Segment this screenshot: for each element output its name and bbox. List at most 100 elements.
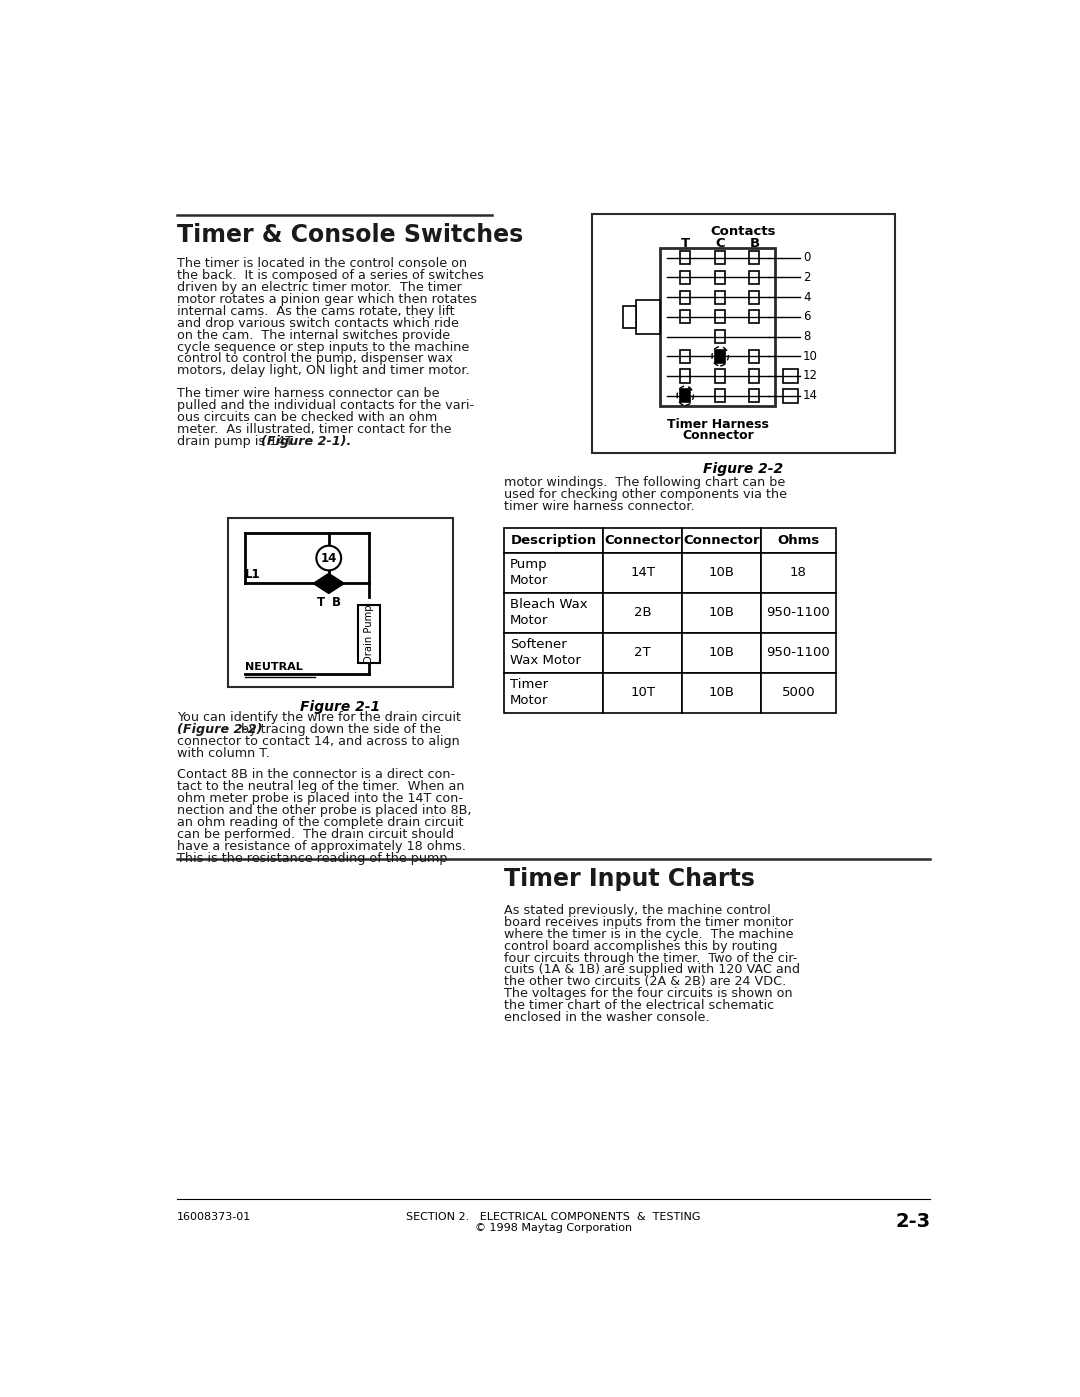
Text: The timer is located in the control console on: The timer is located in the control cons… — [177, 257, 467, 270]
Polygon shape — [323, 576, 335, 591]
Bar — [683, 592, 761, 633]
Text: Figure 2-2: Figure 2-2 — [703, 462, 783, 476]
Text: 2B: 2B — [634, 606, 651, 619]
Text: timer wire harness connector.: timer wire harness connector. — [504, 500, 694, 513]
Text: 18: 18 — [789, 566, 807, 580]
Bar — [683, 673, 761, 712]
Circle shape — [316, 546, 341, 570]
Bar — [715, 330, 725, 344]
Text: internal cams.  As the cams rotate, they lift: internal cams. As the cams rotate, they … — [177, 305, 455, 317]
Bar — [504, 673, 603, 712]
Text: 10B: 10B — [708, 686, 734, 700]
Bar — [680, 349, 690, 363]
Bar — [750, 271, 759, 284]
Bar — [680, 271, 690, 284]
Text: 14: 14 — [804, 390, 818, 402]
Bar — [603, 553, 683, 592]
Bar — [680, 390, 690, 402]
Bar — [715, 369, 725, 383]
Bar — [661, 247, 775, 405]
Bar — [761, 592, 836, 633]
Text: 2-3: 2-3 — [895, 1211, 930, 1231]
Bar — [603, 528, 683, 553]
Text: board receives inputs from the timer monitor: board receives inputs from the timer mon… — [504, 915, 793, 929]
Text: by tracing down the side of the: by tracing down the side of the — [237, 724, 441, 736]
Bar — [228, 518, 453, 687]
Text: Timer Harness: Timer Harness — [666, 418, 769, 430]
Text: Timer Input Charts: Timer Input Charts — [504, 866, 755, 891]
Bar — [715, 390, 725, 402]
Bar — [603, 633, 683, 673]
Bar — [504, 553, 603, 592]
Bar — [603, 592, 683, 633]
Text: As stated previously, the machine control: As stated previously, the machine contro… — [504, 904, 771, 916]
Bar — [680, 291, 690, 303]
Bar — [750, 349, 759, 363]
Text: 10T: 10T — [630, 686, 656, 700]
Text: motor windings.  The following chart can be: motor windings. The following chart can … — [504, 475, 785, 489]
Text: Contacts: Contacts — [711, 225, 777, 237]
Text: B: B — [332, 595, 341, 609]
Text: Description: Description — [511, 534, 596, 546]
Text: ous circuits can be checked with an ohm: ous circuits can be checked with an ohm — [177, 411, 437, 423]
Polygon shape — [313, 573, 328, 594]
Bar — [715, 291, 725, 303]
Bar — [603, 673, 683, 712]
Text: ohm meter probe is placed into the 14T con-: ohm meter probe is placed into the 14T c… — [177, 792, 463, 805]
Text: tact to the neutral leg of the timer.  When an: tact to the neutral leg of the timer. Wh… — [177, 780, 464, 793]
Text: 10B: 10B — [708, 647, 734, 659]
Bar — [683, 553, 761, 592]
Bar — [761, 528, 836, 553]
Bar — [636, 300, 661, 334]
Text: where the timer is in the cycle.  The machine: where the timer is in the cycle. The mac… — [504, 928, 794, 940]
Text: Ohms: Ohms — [778, 534, 820, 546]
Text: SECTION 2.   ELECTRICAL COMPONENTS  &  TESTING: SECTION 2. ELECTRICAL COMPONENTS & TESTI… — [406, 1211, 701, 1222]
Text: 12: 12 — [804, 369, 818, 383]
Text: The timer wire harness connector can be: The timer wire harness connector can be — [177, 387, 440, 400]
Text: 5000: 5000 — [782, 686, 815, 700]
Text: 10: 10 — [804, 349, 818, 363]
Bar — [750, 251, 759, 264]
Bar — [715, 349, 725, 363]
Text: 4: 4 — [804, 291, 811, 303]
Bar — [761, 553, 836, 592]
Text: NEUTRAL: NEUTRAL — [245, 662, 302, 672]
Bar — [715, 310, 725, 323]
Text: 0: 0 — [804, 251, 810, 264]
Text: cuits (1A & 1B) are supplied with 120 VAC and: cuits (1A & 1B) are supplied with 120 VA… — [504, 964, 800, 977]
Text: Connector: Connector — [684, 534, 760, 546]
Text: and drop various switch contacts which ride: and drop various switch contacts which r… — [177, 317, 459, 330]
Bar — [504, 528, 603, 553]
Text: You can identify the wire for the drain circuit: You can identify the wire for the drain … — [177, 711, 461, 724]
Text: nection and the other probe is placed into 8B,: nection and the other probe is placed in… — [177, 805, 471, 817]
Text: Bleach Wax
Motor: Bleach Wax Motor — [510, 598, 588, 627]
Text: Drain Pump: Drain Pump — [364, 605, 374, 664]
Text: meter.  As illustrated, timer contact for the: meter. As illustrated, timer contact for… — [177, 423, 451, 436]
Text: 950-1100: 950-1100 — [767, 606, 831, 619]
Bar — [783, 388, 798, 402]
Text: Connector: Connector — [605, 534, 680, 546]
Bar — [680, 310, 690, 323]
Bar — [504, 592, 603, 633]
Text: the timer chart of the electrical schematic: the timer chart of the electrical schema… — [504, 999, 774, 1013]
Text: Pump
Motor: Pump Motor — [510, 559, 549, 587]
Text: 10B: 10B — [708, 566, 734, 580]
Text: four circuits through the timer.  Two of the cir-: four circuits through the timer. Two of … — [504, 951, 797, 964]
Text: an ohm reading of the complete drain circuit: an ohm reading of the complete drain cir… — [177, 816, 463, 828]
Text: the other two circuits (2A & 2B) are 24 VDC.: the other two circuits (2A & 2B) are 24 … — [504, 975, 786, 988]
Text: the back.  It is composed of a series of switches: the back. It is composed of a series of … — [177, 268, 484, 282]
Text: Figure 2-1: Figure 2-1 — [300, 700, 380, 714]
Polygon shape — [328, 573, 345, 594]
Text: The voltages for the four circuits is shown on: The voltages for the four circuits is sh… — [504, 988, 793, 1000]
Text: have a resistance of approximately 18 ohms.: have a resistance of approximately 18 oh… — [177, 840, 465, 852]
Text: 2: 2 — [804, 271, 811, 284]
Text: This is the resistance reading of the pump: This is the resistance reading of the pu… — [177, 852, 447, 865]
Bar — [761, 673, 836, 712]
Bar — [680, 369, 690, 383]
Text: with column T.: with column T. — [177, 747, 270, 760]
Text: 14T: 14T — [630, 566, 656, 580]
Text: Connector: Connector — [681, 429, 754, 441]
Text: T: T — [680, 237, 690, 250]
Text: (Figure 2-2): (Figure 2-2) — [177, 724, 262, 736]
Text: pulled and the individual contacts for the vari-: pulled and the individual contacts for t… — [177, 400, 474, 412]
